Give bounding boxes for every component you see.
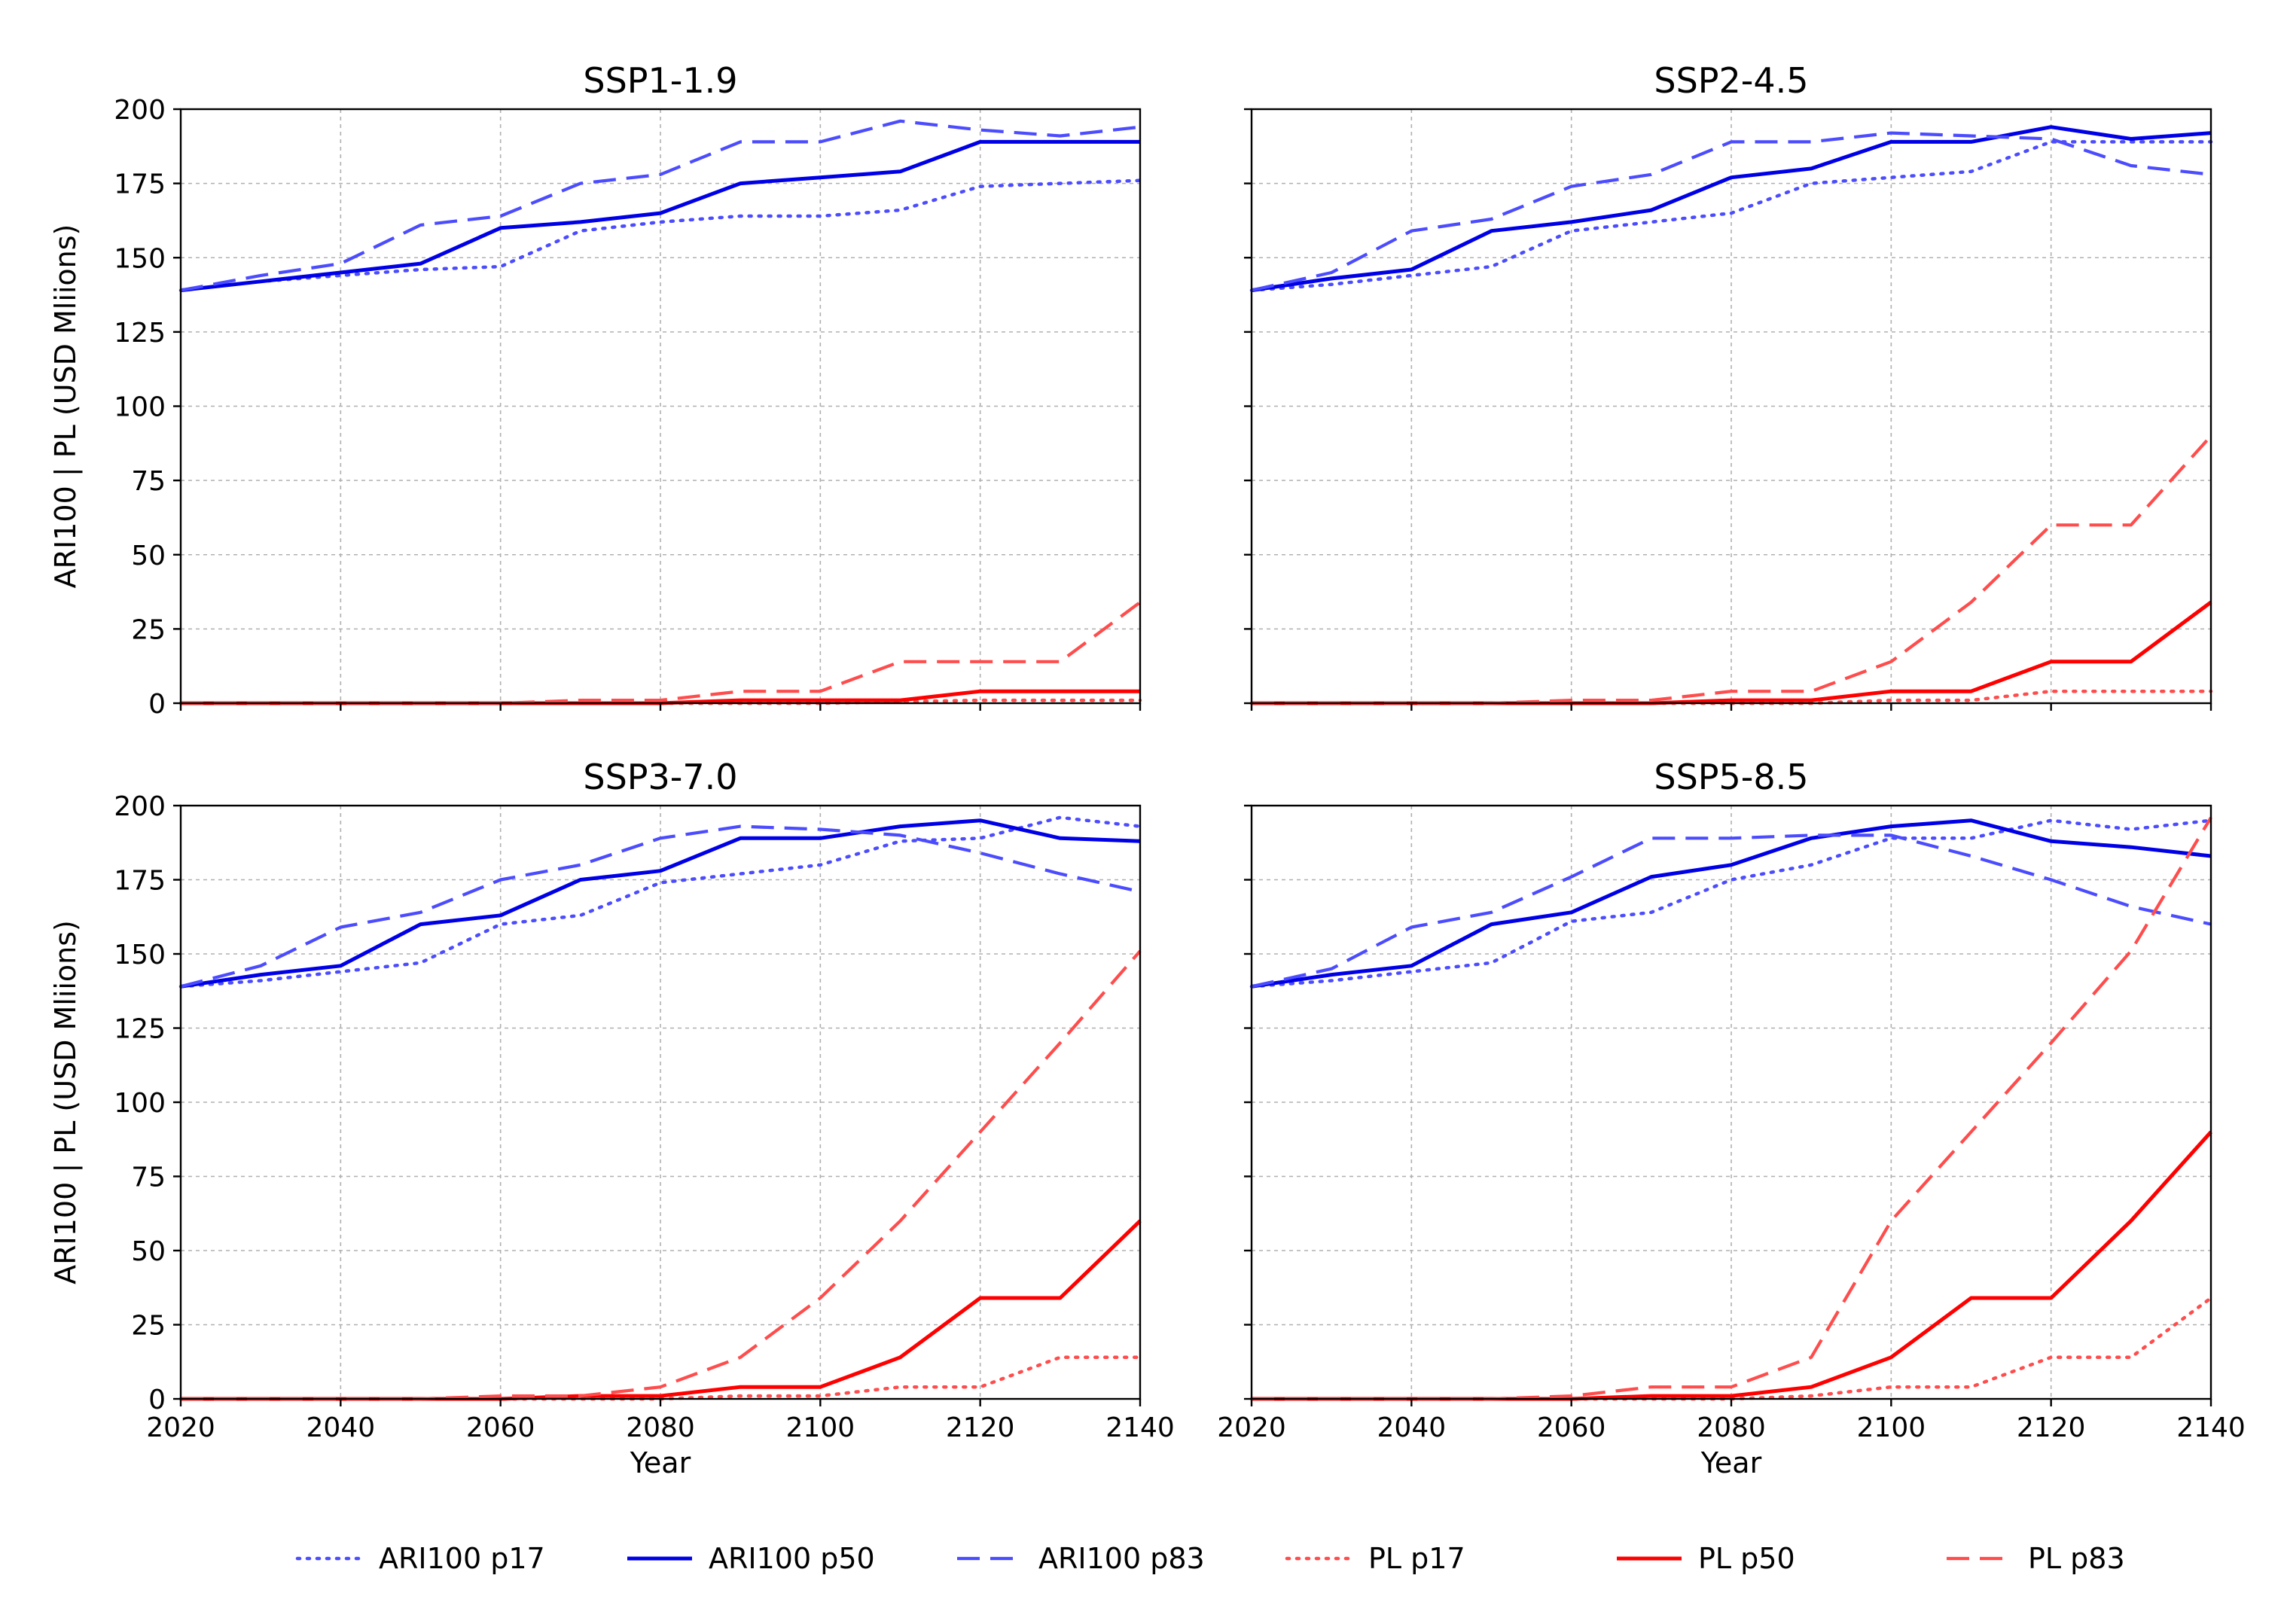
series-line-pl-p83 [1252,816,2212,1401]
x-tick-label: 2080 [1697,1412,1766,1443]
series-line-ari100-p17 [1249,140,2213,292]
x-tick-label: 2140 [1105,1412,1175,1443]
y-tick-label: 200 [114,95,166,126]
panels: 0 25 50 75 100 125 150 175 200 SSP1-1.9 ARI100 | P… [49,60,2246,1479]
series-line-ari100-p83 [180,119,1141,292]
x-axis-label: Year [630,1446,691,1479]
y-tick-label: 75 [131,466,166,497]
series-line-ari100-p50 [180,139,1140,293]
legend-item-ari100-p50: ARI100 p50 [627,1542,875,1575]
x-tick-label: 2020 [1217,1412,1286,1443]
series-line-pl-p83 [181,601,1142,705]
y-axis-label: ARI100 | PL (USD Mliions) [49,224,83,589]
y-tick-label: 25 [131,1311,166,1342]
x-tick-label: 2120 [2017,1412,2086,1443]
y-tick-label: 175 [114,866,166,897]
series-line-pl-p83 [1252,434,2212,705]
legend-item-pl-p50: PL p50 [1617,1542,1795,1575]
series-line-ari100-p50 [1251,818,2212,989]
x-tick-label: 2100 [786,1412,855,1443]
y-tick-label: 50 [131,1236,166,1267]
series-line-pl-p83 [181,949,1142,1401]
series-line-ari100-p17 [178,815,1142,989]
legend-label: PL p83 [2028,1542,2125,1575]
y-tick-label: 75 [131,1162,166,1193]
series-line-ari100-p83 [1251,131,2212,292]
legend-label: ARI100 p17 [379,1542,545,1575]
x-axis-label: Year [1700,1446,1762,1479]
x-tick-label: 2120 [946,1412,1015,1443]
y-tick-label: 125 [114,1014,166,1045]
panel-ssp3-7-0: 2020 2040 2060 2080 2100 2120 2140 0 25 50 75 100 12… [49,757,1175,1479]
x-tick-label: 2060 [466,1412,535,1443]
series-line-ari100-p50 [1251,125,2212,293]
legend-label: PL p17 [1368,1542,1465,1575]
x-tick-label: 2100 [1857,1412,1926,1443]
x-tick-label: 2060 [1537,1412,1606,1443]
legend-label: ARI100 p50 [709,1542,875,1575]
panel-ssp5-8-5: 2020 2040 2060 2080 2100 2120 2140 SSP5-8.5 Year [1217,757,2246,1479]
series-line-ari100-p83 [1251,833,2212,989]
y-tick-label: 200 [114,791,166,822]
legend-item-ari100-p83: ARI100 p83 [957,1542,1205,1575]
legend-item-pl-p17: PL p17 [1285,1542,1465,1575]
y-tick-label: 50 [131,541,166,571]
series-line-ari100-p50 [180,818,1141,989]
y-tick-label: 25 [131,614,166,645]
x-tick-label: 2140 [2176,1412,2246,1443]
panel-ssp2-4-5: SSP2-4.5 [1244,60,2213,711]
x-tick-label: 2080 [626,1412,695,1443]
y-tick-label: 125 [114,318,166,349]
panel-title: SSP3-7.0 [583,757,737,797]
legend-label: PL p50 [1698,1542,1795,1575]
y-tick-label: 100 [114,392,166,423]
y-tick-label: 150 [114,243,166,274]
series-line-ari100-p17 [1249,818,2213,989]
y-tick-label: 0 [148,689,166,720]
y-tick-label: 0 [148,1385,166,1415]
y-tick-label: 175 [114,169,166,200]
y-axis-label: ARI100 | PL (USD Mliions) [49,920,83,1284]
panel-title: SSP2-4.5 [1654,60,1808,101]
y-tick-label: 150 [114,940,166,970]
legend: ARI100 p17 ARI100 p50 ARI100 p83 PL p17 PL p… [295,1542,2125,1575]
panel-title: SSP5-8.5 [1654,757,1808,797]
panel-title: SSP1-1.9 [583,60,737,101]
series-line-ari100-p17 [178,178,1142,292]
legend-item-ari100-p17: ARI100 p17 [295,1542,545,1575]
legend-label: ARI100 p83 [1038,1542,1205,1575]
panel-ssp1-1-9: 0 25 50 75 100 125 150 175 200 SSP1-1.9 ARI100 | P… [49,60,1142,720]
legend-item-pl-p83: PL p83 [1947,1542,2125,1575]
x-tick-label: 2020 [146,1412,215,1443]
x-tick-label: 2040 [1377,1412,1447,1443]
series-line-ari100-p83 [180,824,1141,989]
x-tick-label: 2040 [306,1412,376,1443]
y-tick-label: 100 [114,1088,166,1119]
